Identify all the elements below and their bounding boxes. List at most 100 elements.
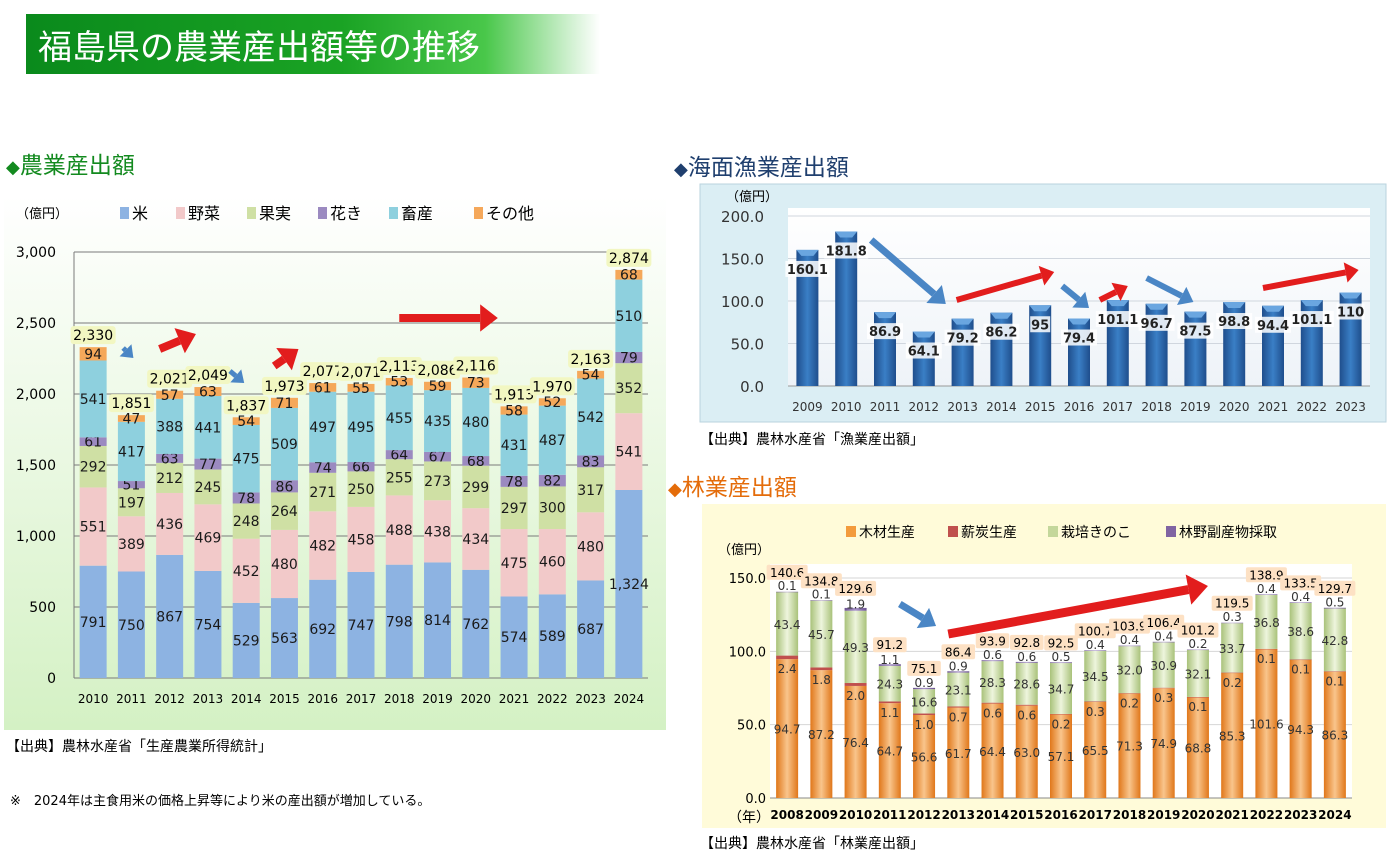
- agri-segment-label: 63: [161, 451, 179, 467]
- agri-note: ※ 2024年は主食用米の価格上昇等により米の産出額が増加している。: [10, 794, 431, 809]
- fish-value-label: 110: [1337, 306, 1364, 321]
- forest-bar-segment: [981, 660, 1004, 662]
- fish-bar-cap: [951, 318, 974, 325]
- forest-label-wood: 61.7: [945, 747, 972, 761]
- agri-bar-segment: [232, 492, 260, 504]
- agri-chart: （億円） 米 野菜 果実 花き 畜産 その他 0 500 1,000 1,500 2,000 2,500…: [4, 196, 666, 730]
- agri-bar-segment: [117, 488, 145, 517]
- forest-total-label: 92.8: [1013, 636, 1040, 650]
- page-title: 福島県の農業産出額等の推移: [38, 28, 480, 68]
- agri-y-tick: 0: [47, 671, 56, 687]
- agri-segment-label: 509: [271, 437, 298, 453]
- forest-bar-segment: [878, 664, 901, 666]
- agri-bar-segment: [347, 571, 375, 678]
- forest-bar-segment: [1015, 662, 1038, 705]
- forest-total-label: 101.2: [1181, 624, 1215, 638]
- fish-arrow-up-2-shaft: [1098, 289, 1118, 303]
- forest-total-label: 86.4: [945, 645, 972, 659]
- forest-label-mushroom: 24.3: [876, 678, 903, 692]
- agri-x-tick: 2015: [269, 692, 300, 706]
- forest-bar-segment: [1255, 594, 1278, 649]
- agri-total-bg: [223, 396, 269, 415]
- agri-segment-label: 66: [352, 460, 370, 476]
- forest-x-tick: 2022: [1250, 808, 1283, 822]
- agri-bar-segment: [424, 451, 452, 462]
- agri-segment-label: 82: [543, 474, 561, 490]
- agri-total-bg: [606, 248, 652, 267]
- forest-label-other: 0.5: [1051, 650, 1070, 664]
- forest-bar-segment: [1118, 646, 1141, 694]
- forest-total-label: 106.4: [1147, 616, 1181, 630]
- forest-bar-segment: [981, 702, 1004, 704]
- fish-value-label: 79.4: [1063, 332, 1095, 347]
- fish-value-bg: [1216, 313, 1253, 330]
- agri-x-tick: 2021: [499, 692, 530, 706]
- forest-bar-segment: [1289, 659, 1312, 661]
- forest-bar-segment: [913, 713, 936, 715]
- forest-label-other: 0.4: [1257, 582, 1276, 596]
- agri-bar-segment: [500, 596, 528, 678]
- agri-bar-segment: [385, 564, 413, 678]
- agri-total-label: 2,116: [456, 359, 496, 375]
- agri-bar-segment: [577, 378, 605, 456]
- agri-bar-segment: [232, 602, 260, 678]
- agri-x-tick: 2011: [116, 692, 147, 706]
- forest-label-other: 0.5: [1325, 596, 1344, 610]
- forest-bar-segment: [1050, 713, 1072, 715]
- forest-label-charcoal: 0.7: [949, 711, 968, 725]
- agri-bar-segment: [309, 511, 337, 580]
- forest-label-mushroom: 33.7: [1219, 642, 1246, 656]
- forest-label-charcoal: 0.1: [1188, 700, 1207, 714]
- fish-bar-cap: [796, 249, 819, 256]
- agri-segment-label: 352: [615, 381, 642, 397]
- agri-segment-label: 77: [199, 457, 217, 473]
- forest-label-wood: 68.8: [1185, 742, 1212, 756]
- fish-value-bg: [867, 323, 903, 340]
- forest-label-other: 1.1: [880, 653, 899, 667]
- agri-segment-label: 271: [309, 485, 336, 501]
- forest-label-other: 0.4: [1120, 633, 1139, 647]
- agri-bar-segment: [156, 462, 184, 493]
- agri-bar-segment: [194, 570, 222, 678]
- agri-total-bg: [453, 356, 499, 375]
- fish-bar-cap: [1184, 311, 1207, 318]
- agri-segment-label: 245: [195, 480, 222, 496]
- agri-bar-segment: [232, 503, 260, 539]
- agri-bar-segment: [309, 472, 337, 512]
- agri-bar-segment: [500, 414, 528, 476]
- fish-arrow-down-2-shaft: [1060, 283, 1081, 302]
- forest-total-label: 119.5: [1215, 597, 1249, 611]
- forest-total-bg: [1314, 580, 1356, 596]
- agri-total-label: 2,071: [341, 365, 381, 381]
- forest-total-bg: [1009, 634, 1044, 650]
- agri-segment-label: 78: [505, 474, 523, 490]
- fish-x-tick: 2020: [1219, 400, 1250, 414]
- forest-chart: 木材生産 薪炭生産 栽培きのこ 林野副産物採取 （億円） 0.0 50.0 100.0 150.…: [702, 504, 1386, 828]
- agri-bar-segment: [385, 450, 413, 460]
- forest-source: 【出典】農林水産省「林業産出額」: [700, 836, 924, 852]
- agri-segment-label: 94: [84, 347, 102, 363]
- agri-segment-label: 67: [429, 450, 447, 466]
- fish-value-bg: [1289, 311, 1334, 328]
- agri-legend-swatch-1: [176, 207, 185, 219]
- forest-bar-segment: [1152, 641, 1175, 643]
- forest-x-tick: 2019: [1147, 808, 1180, 822]
- fish-bar: [990, 312, 1013, 386]
- fish-value-label: 87.5: [1179, 325, 1211, 340]
- fish-x-tick: 2011: [870, 400, 901, 414]
- agri-segment-label: 250: [348, 482, 375, 498]
- agri-bar-segment: [270, 480, 298, 493]
- agri-x-tick: 2012: [154, 692, 185, 706]
- forest-bar-segment: [913, 714, 936, 798]
- agri-bar-segment: [615, 279, 643, 352]
- agri-bar-segment: [462, 465, 490, 509]
- agri-segment-label: 452: [233, 564, 260, 580]
- agri-legend-label-4: 畜産: [401, 204, 433, 223]
- forest-label-mushroom: 38.6: [1287, 625, 1314, 639]
- agri-segment-label: 438: [424, 524, 451, 540]
- forest-bar-segment: [844, 685, 867, 798]
- forest-label-other: 0.4: [1291, 590, 1310, 604]
- agri-x-tick: 2019: [422, 692, 453, 706]
- agri-bar-segment: [385, 459, 413, 496]
- forest-label-mushroom: 49.3: [842, 641, 869, 655]
